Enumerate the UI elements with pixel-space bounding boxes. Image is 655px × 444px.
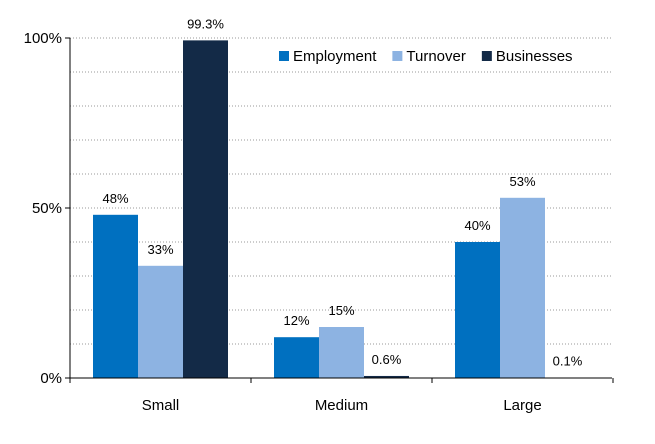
legend-label-turnover: Turnover (406, 48, 465, 65)
bar-turnover-large (500, 197, 545, 378)
data-label: 53% (509, 174, 535, 189)
data-label: 0.1% (553, 354, 583, 369)
y-tick-label: 0% (40, 370, 62, 387)
data-label: 48% (102, 191, 128, 206)
x-tick-label: Medium (315, 397, 368, 414)
data-label: 40% (464, 218, 490, 233)
data-label: 12% (283, 313, 309, 328)
axes: 0% 50% 100% Small Medium Large (24, 30, 614, 414)
bar-employment-small (93, 214, 138, 378)
y-tick-label: 50% (32, 200, 62, 217)
data-label: 0.6% (372, 352, 402, 367)
bars (93, 40, 590, 378)
legend: Employment Turnover Businesses (279, 48, 573, 65)
data-label: 33% (147, 242, 173, 257)
bar-employment-medium (274, 337, 319, 378)
bar-employment-large (455, 242, 500, 378)
legend-swatch-businesses (481, 51, 492, 61)
data-labels: 48% 12% 40% 33% 15% 53% 99.3% 0.6% 0.1% (102, 16, 582, 368)
y-tick-label: 100% (24, 30, 62, 47)
x-tick-label: Small (142, 397, 180, 414)
legend-label-employment: Employment (293, 48, 377, 65)
bar-businesses-medium (364, 375, 409, 378)
bar-businesses-small (183, 40, 228, 378)
legend-swatch-employment (279, 51, 289, 61)
x-tick-label: Large (503, 397, 541, 414)
gridlines (70, 37, 612, 345)
legend-swatch-turnover (392, 51, 403, 61)
bar-turnover-small (138, 265, 183, 378)
bar-turnover-medium (319, 327, 364, 378)
legend-label-businesses: Businesses (496, 48, 573, 65)
data-label: 99.3% (187, 16, 224, 31)
data-label: 15% (328, 303, 354, 318)
